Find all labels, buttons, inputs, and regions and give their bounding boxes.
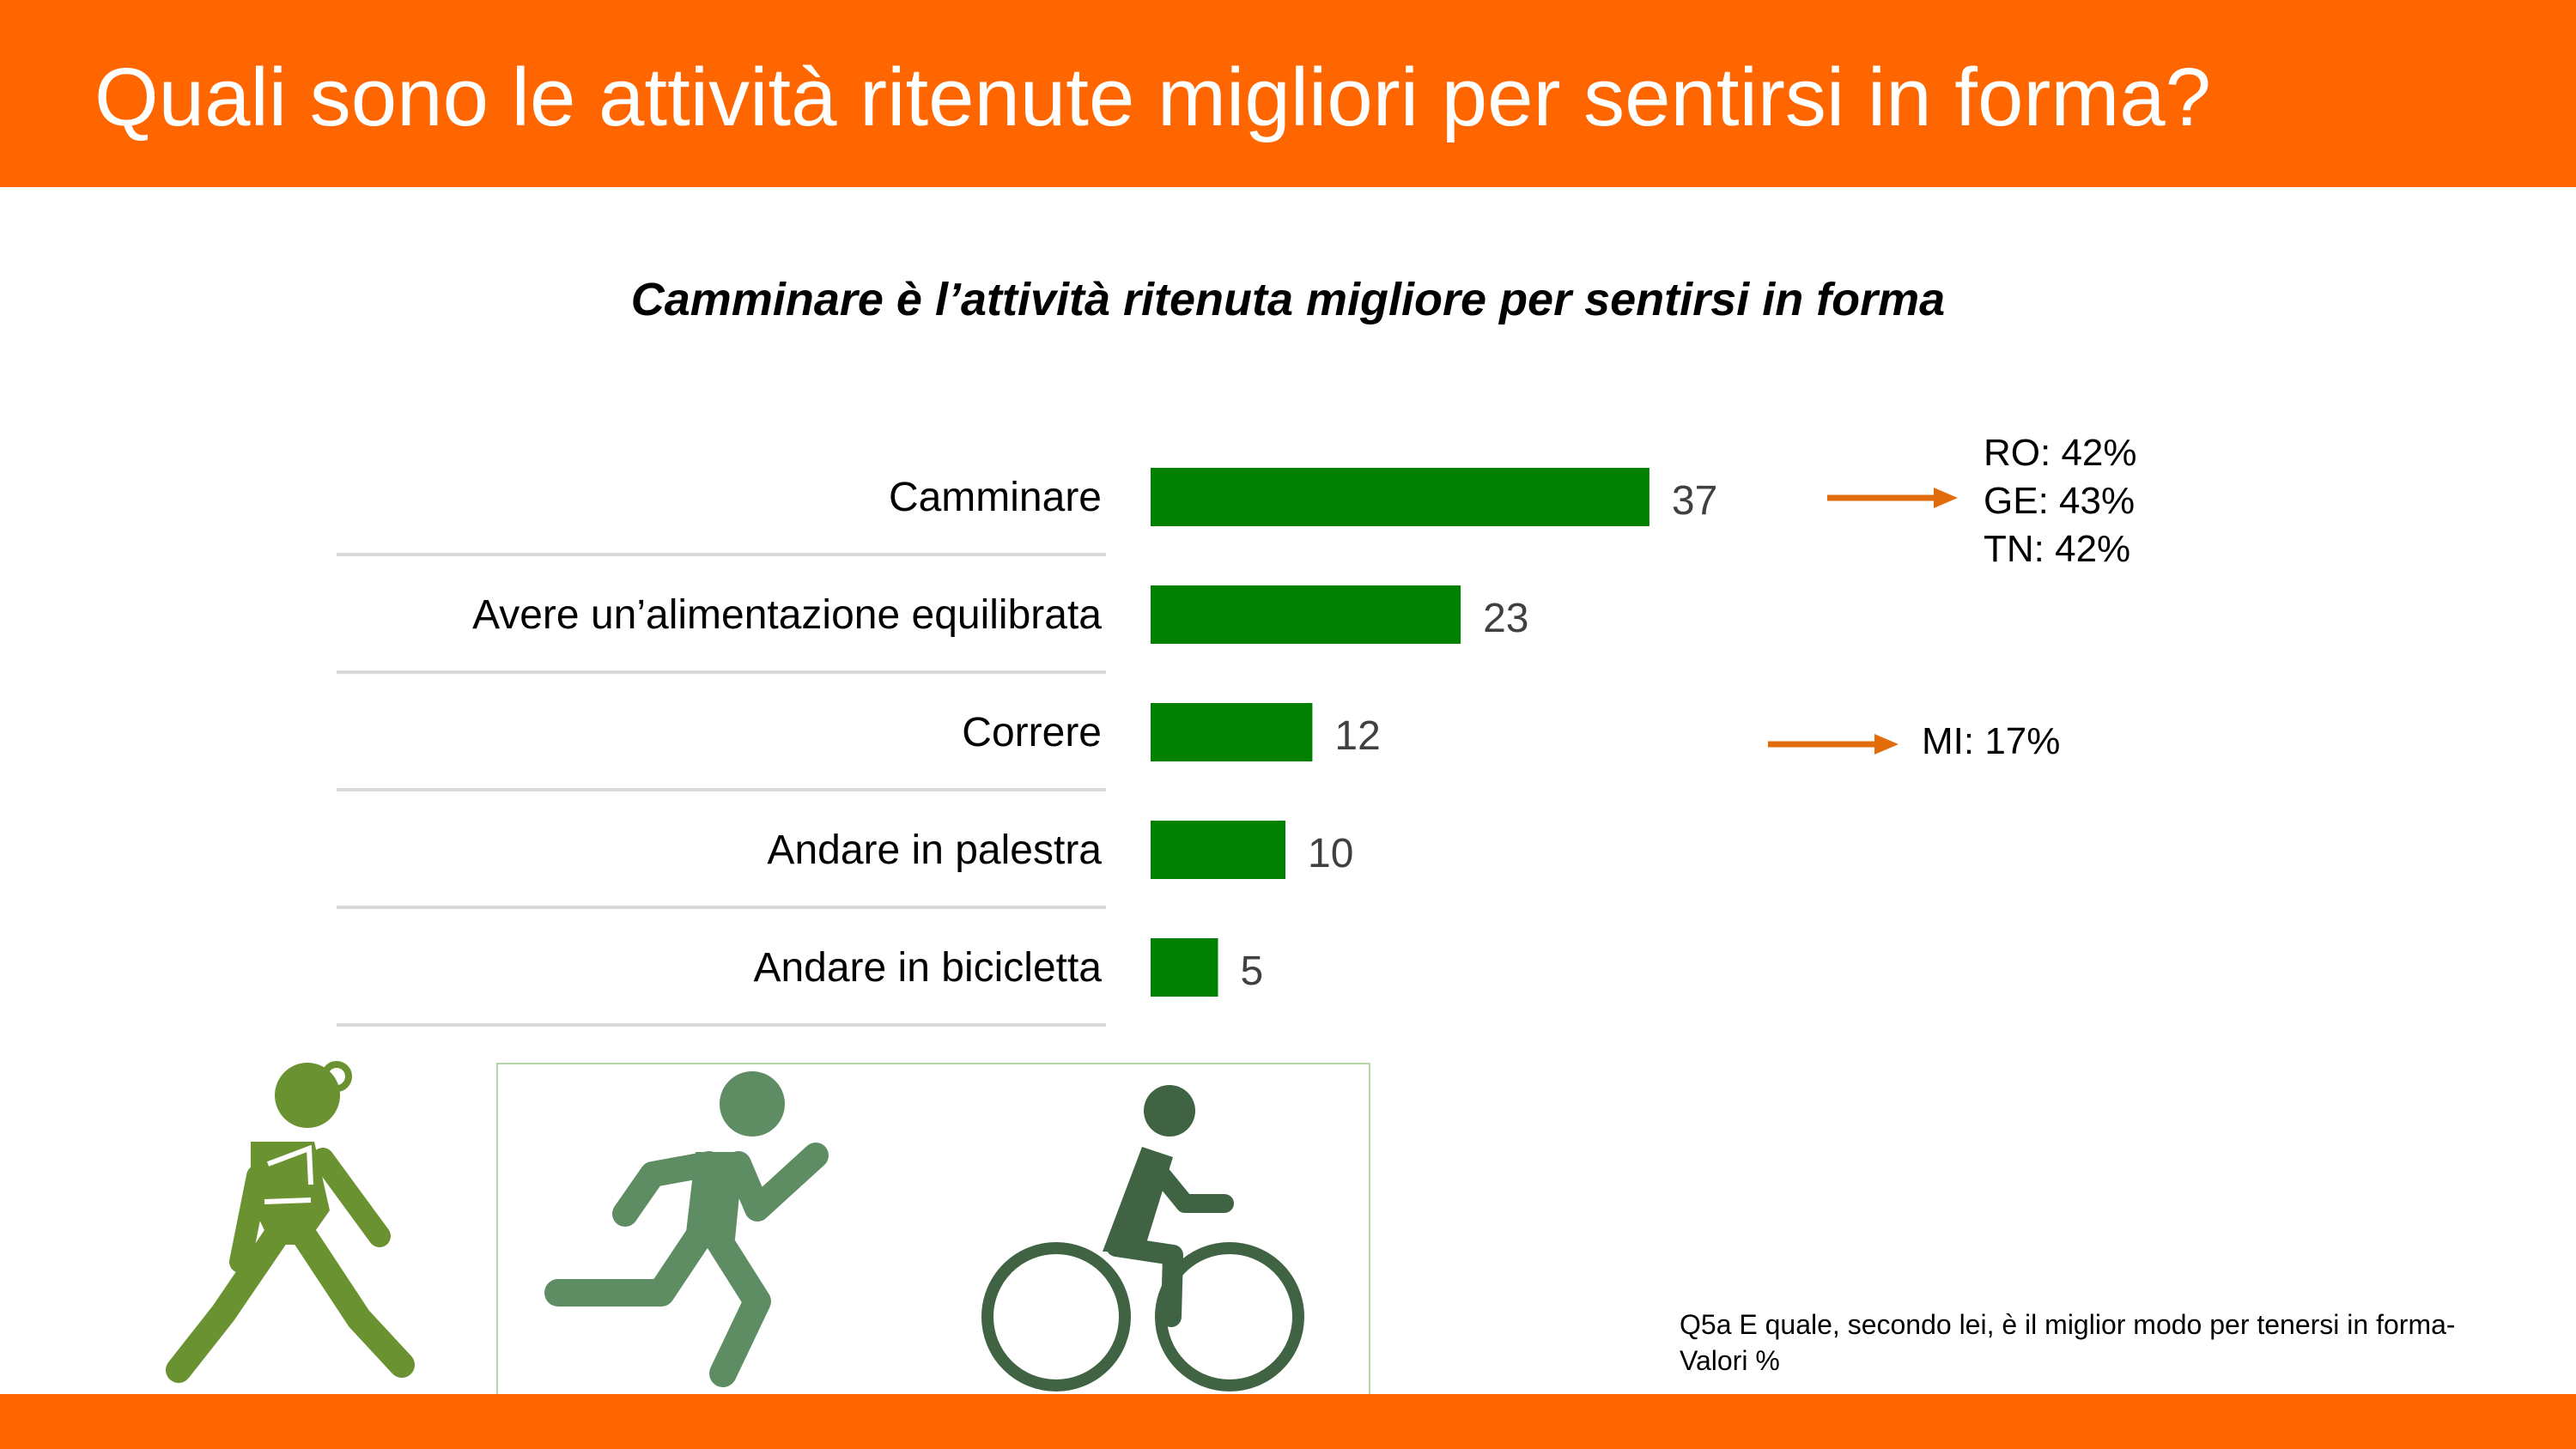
annotation-cities-walk: RO: 42% GE: 43% TN: 42% <box>1984 429 2137 573</box>
annotation-line: TN: 42% <box>1984 528 2131 570</box>
annotation-line: MI: 17% <box>1922 720 2061 762</box>
bar <box>1151 585 1461 644</box>
chart-subtitle: Camminare è l’attività ritenuta migliore… <box>630 274 1946 325</box>
annotation-cities-run: MI: 17% <box>1922 718 2060 766</box>
value-label: 12 <box>1334 713 1380 759</box>
value-label: 23 <box>1483 596 1528 641</box>
category-label: Correre <box>962 710 1102 755</box>
bar <box>1151 938 1218 997</box>
walking-woman-icon <box>166 1061 415 1383</box>
running-man-icon <box>544 1071 829 1387</box>
bar <box>1151 703 1313 761</box>
category-label: Andare in palestra <box>767 828 1102 873</box>
value-label: 5 <box>1241 949 1264 994</box>
arrow-icon <box>1768 734 1899 755</box>
category-label: Camminare <box>889 475 1102 520</box>
annotation-line: GE: 43% <box>1984 480 2136 522</box>
header-band: Quali sono le attività ritenute migliori… <box>0 0 2576 187</box>
icons-frame <box>496 1063 1370 1396</box>
page-title: Quali sono le attività ritenute migliori… <box>94 52 2212 143</box>
annotation-line: RO: 42% <box>1984 432 2137 474</box>
value-label: 10 <box>1308 831 1353 876</box>
footnote-line: Q5a E quale, secondo lei, è il miglior m… <box>1680 1309 2456 1340</box>
category-label: Andare in bicicletta <box>753 945 1102 991</box>
bar <box>1151 468 1649 526</box>
footnote: Q5a E quale, secondo lei, è il miglior m… <box>1680 1307 2538 1379</box>
cyclist-icon <box>981 1085 1304 1391</box>
value-label: 37 <box>1672 478 1717 524</box>
category-label: Avere un’alimentazione equilibrata <box>472 592 1102 638</box>
footer-band <box>0 1394 2576 1449</box>
footnote-line: Valori % <box>1680 1345 1780 1376</box>
arrow-icon <box>1827 488 1958 508</box>
bar <box>1151 821 1285 879</box>
